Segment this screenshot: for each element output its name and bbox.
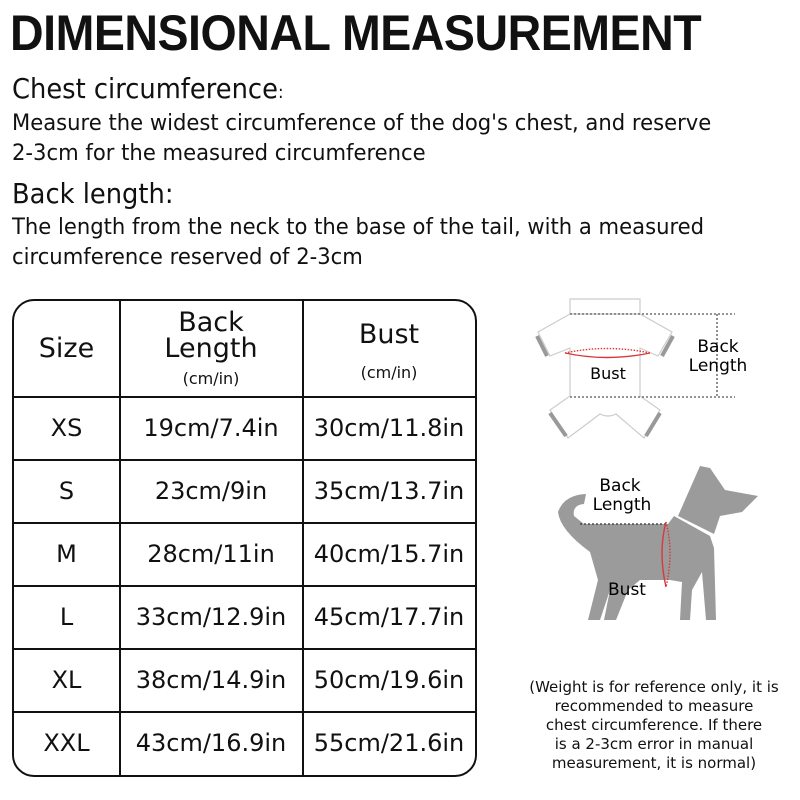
cell-back: 33cm/12.9in [135,603,287,631]
cell-bust: 55cm/21.6in [313,729,465,757]
back-length-guides [570,313,735,398]
garment-illustration [537,298,673,439]
cell-back: 28cm/11in [147,540,275,568]
header-back-length: Back Length (cm/in) [120,301,302,396]
cell-size: L [59,603,74,631]
header-back-line1: Back [178,306,244,338]
cell-size: M [56,540,77,568]
row-divider [14,396,475,398]
column-divider [119,301,121,775]
header-back-unit: (cm/in) [182,368,240,388]
garment-bust-ellipse [564,347,651,359]
dog-back-label-2: Length [593,495,652,515]
size-table: Size Back Length (cm/in) Bust (cm/in) XS… [12,299,477,777]
row-divider [14,522,475,524]
back-description-line-1: The length from the neck to the base of … [12,215,705,240]
garment-back-label-1: Back [697,337,738,357]
measurement-diagram: Bust Back Length Back Length Bust [535,298,758,620]
row-divider [14,459,475,461]
chest-heading: Chest circumference: [12,72,284,105]
chest-heading-text: Chest circumference [12,72,278,105]
back-heading: Back length: [12,177,174,210]
back-description-line-2: circumference reserved of 2-3cm [12,245,363,270]
cell-back: 23cm/9in [154,477,268,505]
note-line: is a 2-3cm error in manual [554,735,754,753]
column-divider [302,301,304,775]
cell-back: 38cm/14.9in [135,666,287,694]
header-bust: Bust (cm/in) [303,301,475,396]
cell-size: XL [51,666,82,694]
cell-back: 19cm/7.4in [143,414,279,442]
note-line: (Weight is for reference only, it is [529,678,779,696]
header-back-line2: Length [164,332,258,364]
cell-bust: 35cm/13.7in [313,477,465,505]
cell-bust: 45cm/17.7in [313,603,465,631]
chest-description-line-1: Measure the widest circumference of the … [12,111,712,136]
cell-size: XXL [43,729,90,757]
cell-bust: 40cm/15.7in [313,540,465,568]
dog-bust-ellipse [661,521,671,588]
header-size: Size [38,332,95,364]
dog-illustration [558,466,758,620]
dog-back-label-1: Back [599,476,640,496]
garment-back-label-2: Length [689,356,748,376]
cell-size: XS [50,414,83,442]
garment-bust-label: Bust [590,364,626,383]
page-title: DIMENSIONAL MEASUREMENT [10,5,702,61]
chest-heading-colon: : [277,82,284,103]
row-divider [14,585,475,587]
weight-note: (Weight is for reference only, it is rec… [515,678,793,773]
chest-description-line-2: 2-3cm for the measured circumference [12,141,426,166]
dog-bust-label: Bust [608,580,646,600]
row-divider [14,648,475,650]
note-line: recommended to measure [554,697,754,715]
cell-bust: 30cm/11.8in [313,414,465,442]
cell-size: S [58,477,75,505]
row-divider [14,711,475,713]
cell-back: 43cm/16.9in [135,729,287,757]
header-bust-label: Bust [358,318,420,350]
header-bust-unit: (cm/in) [360,362,418,382]
note-line: chest circumference. If there [545,716,763,734]
note-line: measurement, it is normal) [551,754,757,772]
cell-bust: 50cm/19.6in [313,666,465,694]
